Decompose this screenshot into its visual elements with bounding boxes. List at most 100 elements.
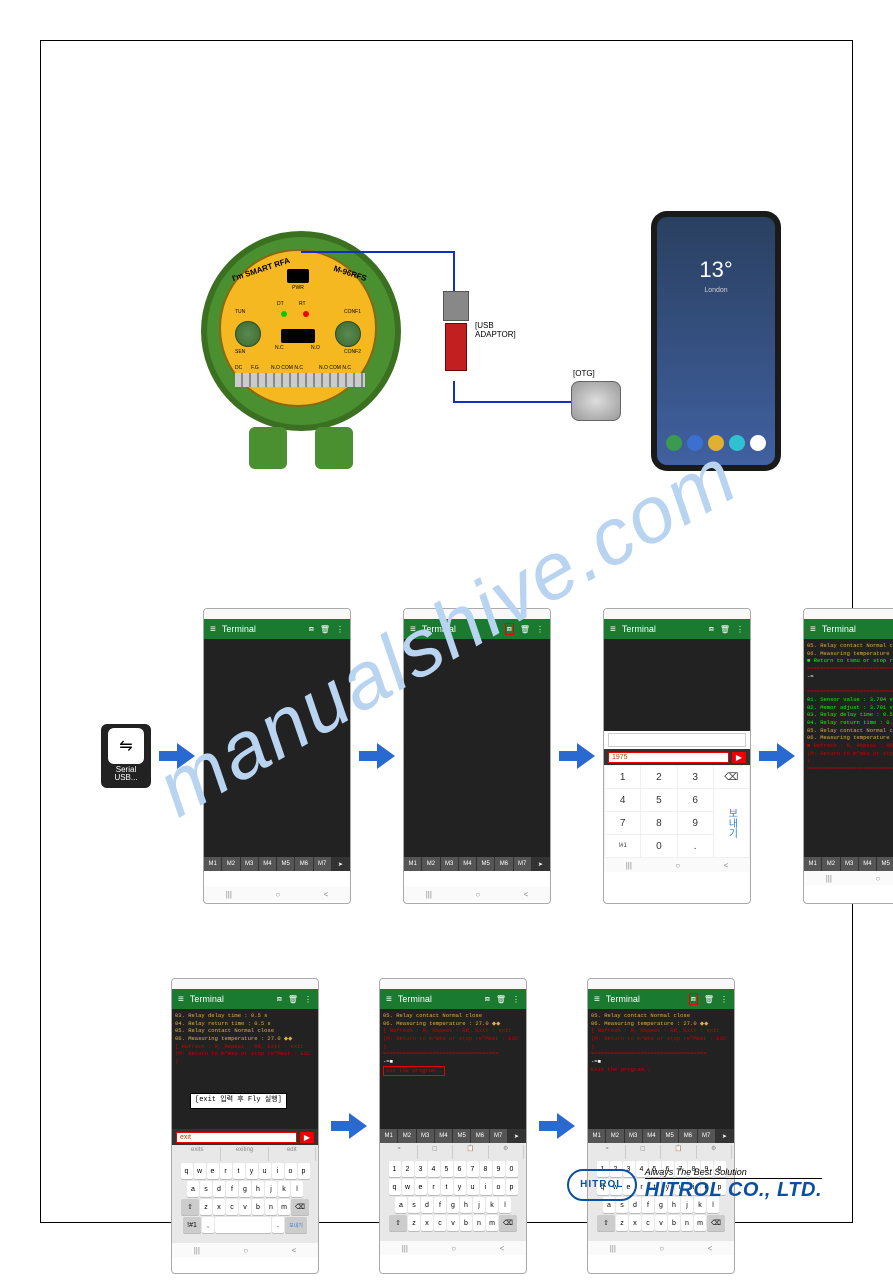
nocom2-label: N.O COM N.C	[319, 365, 351, 371]
serial-usb-app-icon[interactable]: ⇋ Serial USB...	[101, 724, 151, 788]
dock-store-icon	[729, 435, 745, 451]
device-foot-left	[249, 427, 287, 469]
trash-icon[interactable]: 🗑	[720, 625, 730, 634]
more-icon[interactable]: ⋮	[736, 625, 744, 634]
nc-label: N.C	[275, 345, 284, 351]
hitrol-badge: HITROL	[567, 1169, 637, 1201]
nocom1-label: N.O COM N.C	[271, 365, 303, 371]
android-nav: ||| ○ <	[204, 887, 350, 901]
nav-home-icon[interactable]: ○	[275, 890, 280, 899]
connect-icon[interactable]: ⧈	[709, 624, 714, 634]
trash-icon[interactable]: 🗑	[520, 625, 530, 634]
nav-recent-icon[interactable]: |||	[226, 890, 232, 899]
app-titlebar: ≡Terminal⧈🗑⋮	[804, 619, 893, 639]
key-send[interactable]: 보내기	[714, 789, 749, 857]
device-foot-right	[315, 427, 353, 469]
m1-button[interactable]: M1	[404, 857, 422, 871]
macro-bar: M1 M2 M3 M4 M5 M6 M7 ➤	[204, 857, 350, 871]
phone-dock	[663, 435, 769, 457]
terminal-body: 05. Relay contact Normal close 06. Measu…	[588, 1009, 734, 1129]
connect-icon[interactable]: ⧈	[309, 624, 314, 634]
terminal-body: 05. Relay contact Normal close 06. Measu…	[804, 639, 893, 857]
key-done[interactable]: 보내기	[285, 1217, 307, 1233]
knob-left	[235, 321, 261, 347]
wire-2	[453, 251, 455, 291]
m4-button[interactable]: M4	[259, 857, 277, 871]
m5-button[interactable]: M5	[277, 857, 295, 871]
weather-temp: 13°	[657, 257, 775, 283]
menu-icon[interactable]: ≡	[210, 624, 216, 635]
m1-button[interactable]: M1	[204, 857, 222, 871]
dock-apps-icon	[750, 435, 766, 451]
wire-3	[453, 381, 455, 403]
send-button[interactable]: ➤	[532, 857, 550, 871]
password-input[interactable]	[608, 752, 729, 763]
callout-exit: [exit 입력 후 Fly 실행]	[190, 1093, 287, 1109]
android-nav: |||○<	[404, 887, 550, 901]
exit-message-highlighted: xit the program..	[383, 1066, 445, 1076]
status-bar	[804, 609, 893, 619]
flow-row-1: ⇋ Serial USB... ≡ Terminal ⧈ 🗑 ⋮ M1 M2 M…	[101, 601, 881, 911]
arrow-icon	[559, 741, 595, 771]
pwr-label: PWR	[292, 285, 304, 291]
screen-5-exit-input: ≡Terminal⧈🗑⋮ 03. Relay delay time : 0.5 …	[171, 978, 319, 1274]
key-1[interactable]: 1	[605, 766, 640, 788]
numpad: 123⌫ 456보내기 789 !#10.	[604, 765, 750, 858]
app-titlebar: ≡ Terminal ⧈ 🗑 ⋮	[404, 619, 550, 639]
dock-browser-icon	[708, 435, 724, 451]
arrow-icon	[539, 1111, 575, 1141]
command-input[interactable]	[176, 1132, 297, 1143]
send-button[interactable]: ▶	[732, 752, 746, 763]
usb-icon: ⇋	[108, 728, 144, 764]
connect-icon-highlighted[interactable]: ⧈	[689, 993, 698, 1005]
terminal-body	[204, 639, 350, 857]
terminal-body	[404, 639, 550, 857]
screen-1-terminal-empty: ≡ Terminal ⧈ 🗑 ⋮ M1 M2 M3 M4 M5 M6 M7 ➤ …	[203, 608, 351, 904]
more-icon[interactable]: ⋮	[536, 625, 544, 634]
text-field[interactable]	[608, 733, 746, 747]
screen-4-terminal-output: ≡Terminal⧈🗑⋮ 05. Relay contact Normal cl…	[803, 608, 893, 904]
send-button[interactable]: ➤	[332, 857, 350, 871]
screen-2-terminal-connect: ≡ Terminal ⧈ 🗑 ⋮ M1M2M3M4M5M6M7➤ |||○<	[403, 608, 551, 904]
m6-button[interactable]: M6	[295, 857, 313, 871]
key-backspace[interactable]: ⌫	[714, 766, 749, 788]
dt-label: DT	[277, 301, 284, 307]
nav-back-icon[interactable]: <	[324, 890, 329, 899]
device-face: I'm SMART RFA M-96RFS PWR TUN SEN DT RT …	[219, 249, 377, 407]
m3-button[interactable]: M3	[241, 857, 259, 871]
titlebar-title: Terminal	[222, 624, 303, 634]
menu-icon[interactable]: ≡	[410, 624, 416, 635]
screen-3-password-input: ≡ Terminal ⧈🗑⋮ ▶ 123⌫ 456보내기 789 !#10. |…	[603, 608, 751, 904]
more-icon[interactable]: ⋮	[336, 625, 344, 634]
macro-bar: M1M2M3M4M5M6M7➤	[404, 857, 550, 871]
led-rt	[303, 311, 309, 317]
connector-strip	[235, 373, 365, 387]
key-space[interactable]	[215, 1217, 271, 1233]
android-nav: |||○<	[804, 871, 893, 885]
trash-icon[interactable]: 🗑	[320, 625, 330, 634]
screen-6-exit-output: ≡Terminal⧈🗑⋮ 05. Relay contact Normal cl…	[379, 978, 527, 1274]
send-button[interactable]: ▶	[300, 1132, 314, 1143]
logo-company: HITROL CO., LTD.	[645, 1179, 822, 1202]
tun-label: TUN	[235, 309, 245, 315]
menu-icon[interactable]: ≡	[610, 624, 616, 635]
macro-bar: M1M2M3M4M5M6M7➤	[804, 857, 893, 871]
arrow-icon	[359, 741, 395, 771]
smartphone: 13° London	[651, 211, 781, 471]
wire-4	[453, 401, 571, 403]
app-titlebar: ≡ Terminal ⧈🗑⋮	[604, 619, 750, 639]
dock-msg-icon	[687, 435, 703, 451]
qwerty-keyboard: ⚬▢📋⚙ 1234567890 qwertyuiop asdfghjkl ⇧zx…	[380, 1143, 526, 1241]
no-label: N.O	[311, 345, 320, 351]
logo-tagline: Always The Best Solution	[645, 1167, 822, 1179]
m7-button[interactable]: M7	[314, 857, 332, 871]
m2-button[interactable]: M2	[222, 857, 240, 871]
phone-homescreen: 13° London	[657, 217, 775, 465]
connect-icon-highlighted[interactable]: ⧈	[505, 623, 514, 635]
app-titlebar: ≡ Terminal ⧈ 🗑 ⋮	[204, 619, 350, 639]
flow-row-2: ≡Terminal⧈🗑⋮ 03. Relay delay time : 0.5 …	[171, 971, 811, 1281]
status-bar	[404, 609, 550, 619]
rfa-device: I'm SMART RFA M-96RFS PWR TUN SEN DT RT …	[201, 231, 401, 461]
android-nav: |||○<	[604, 858, 750, 872]
terminal-body	[604, 639, 750, 731]
